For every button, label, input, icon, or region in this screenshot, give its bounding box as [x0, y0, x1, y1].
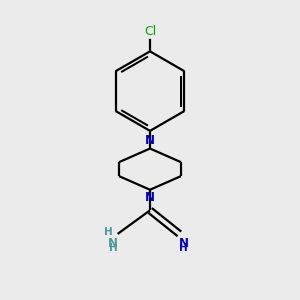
Text: N: N	[179, 237, 189, 250]
Text: H: H	[104, 227, 113, 237]
Text: Cl: Cl	[144, 25, 156, 38]
Text: N: N	[145, 191, 155, 204]
Text: N: N	[108, 237, 118, 250]
Text: N: N	[145, 134, 155, 147]
Text: H: H	[179, 243, 188, 253]
Text: H: H	[109, 243, 118, 253]
